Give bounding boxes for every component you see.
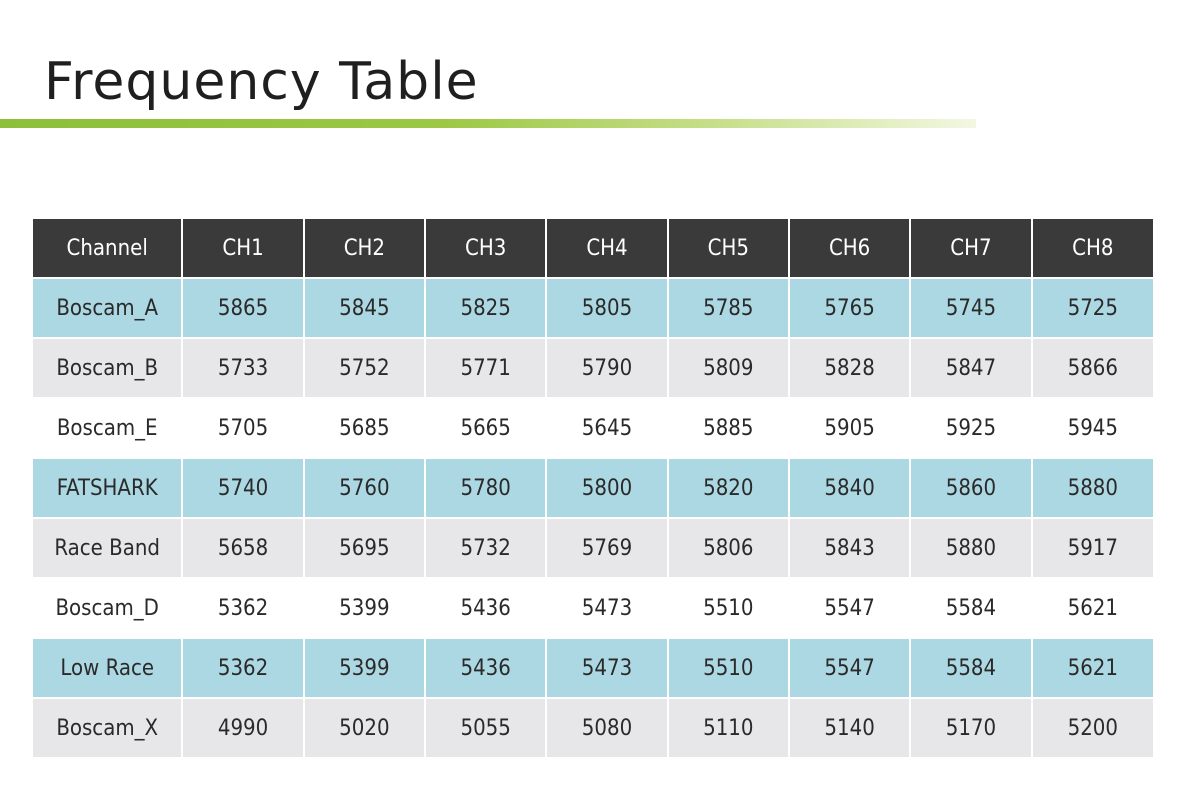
frequency-cell-ch2: 5695 xyxy=(303,518,427,579)
header-ch2: CH2 xyxy=(303,219,427,279)
header-ch3: CH3 xyxy=(425,219,548,279)
band-name-cell: Boscam_A xyxy=(33,278,184,339)
header-ch8: CH8 xyxy=(1031,219,1153,279)
frequency-cell-ch1: 5865 xyxy=(182,278,305,339)
frequency-cell-ch8: 5866 xyxy=(1031,338,1153,399)
frequency-cell-ch6: 5843 xyxy=(788,518,912,579)
frequency-cell-ch2: 5685 xyxy=(303,398,427,459)
frequency-cell-ch1: 5733 xyxy=(182,338,305,399)
frequency-cell-ch5: 5510 xyxy=(667,578,790,639)
frequency-cell-ch8: 5621 xyxy=(1031,578,1153,639)
band-name-cell: FATSHARK xyxy=(33,458,184,519)
frequency-cell-ch3: 5665 xyxy=(425,398,548,459)
frequency-cell-ch5: 5510 xyxy=(667,638,790,699)
frequency-cell-ch5: 5785 xyxy=(667,278,790,339)
frequency-cell-ch4: 5080 xyxy=(546,698,669,759)
band-name-cell: Boscam_X xyxy=(33,698,184,759)
table-row: Boscam_B 5733 5752 5771 5790 5809 5828 5847 5866 xyxy=(33,338,1153,399)
band-name-cell: Race Band xyxy=(33,518,184,579)
frequency-cell-ch4: 5645 xyxy=(546,398,669,459)
frequency-cell-ch3: 5825 xyxy=(425,278,548,339)
table-body: Boscam_A 5865 5845 5825 5805 5785 5765 5745 5725… xyxy=(33,278,1153,759)
frequency-cell-ch7: 5584 xyxy=(910,638,1033,699)
frequency-cell-ch1: 5740 xyxy=(182,458,305,519)
frequency-cell-ch1: 5362 xyxy=(182,638,305,699)
frequency-cell-ch6: 5765 xyxy=(788,278,912,339)
frequency-cell-ch7: 5925 xyxy=(910,398,1033,459)
frequency-table: Channel CH1 CH2 CH3 CH4 CH5 CH6 CH7 CH8 … xyxy=(33,219,1153,759)
frequency-cell-ch8: 5917 xyxy=(1031,518,1153,579)
frequency-cell-ch3: 5436 xyxy=(425,638,548,699)
frequency-cell-ch5: 5820 xyxy=(667,458,790,519)
frequency-cell-ch4: 5790 xyxy=(546,338,669,399)
frequency-cell-ch4: 5805 xyxy=(546,278,669,339)
frequency-cell-ch7: 5584 xyxy=(910,578,1033,639)
frequency-cell-ch6: 5547 xyxy=(788,638,912,699)
frequency-cell-ch1: 5658 xyxy=(182,518,305,579)
frequency-cell-ch4: 5800 xyxy=(546,458,669,519)
header-ch7: CH7 xyxy=(910,219,1033,279)
frequency-cell-ch7: 5170 xyxy=(910,698,1033,759)
frequency-cell-ch7: 5860 xyxy=(910,458,1033,519)
table-row: Boscam_X 4990 5020 5055 5080 5110 5140 5170 5200 xyxy=(33,698,1153,759)
header-channel: Channel xyxy=(33,219,184,279)
table-row: Low Race 5362 5399 5436 5473 5510 5547 5584 5621 xyxy=(33,638,1153,699)
frequency-cell-ch4: 5769 xyxy=(546,518,669,579)
frequency-cell-ch3: 5055 xyxy=(425,698,548,759)
header-ch4: CH4 xyxy=(546,219,669,279)
frequency-cell-ch8: 5621 xyxy=(1031,638,1153,699)
header-ch6: CH6 xyxy=(788,219,912,279)
header-ch1: CH1 xyxy=(182,219,305,279)
frequency-cell-ch3: 5780 xyxy=(425,458,548,519)
frequency-cell-ch2: 5760 xyxy=(303,458,427,519)
frequency-cell-ch4: 5473 xyxy=(546,578,669,639)
frequency-cell-ch2: 5399 xyxy=(303,638,427,699)
band-name-cell: Boscam_D xyxy=(33,578,184,639)
frequency-cell-ch5: 5809 xyxy=(667,338,790,399)
frequency-cell-ch6: 5140 xyxy=(788,698,912,759)
frequency-cell-ch2: 5845 xyxy=(303,278,427,339)
table-row: Race Band 5658 5695 5732 5769 5806 5843 5880 591… xyxy=(33,518,1153,579)
frequency-cell-ch6: 5828 xyxy=(788,338,912,399)
page-title: Frequency Table xyxy=(44,52,479,112)
frequency-cell-ch8: 5945 xyxy=(1031,398,1153,459)
frequency-cell-ch2: 5399 xyxy=(303,578,427,639)
frequency-cell-ch5: 5110 xyxy=(667,698,790,759)
frequency-cell-ch3: 5732 xyxy=(425,518,548,579)
frequency-cell-ch6: 5840 xyxy=(788,458,912,519)
frequency-cell-ch6: 5547 xyxy=(788,578,912,639)
frequency-cell-ch7: 5880 xyxy=(910,518,1033,579)
frequency-cell-ch5: 5885 xyxy=(667,398,790,459)
table-row: Boscam_D 5362 5399 5436 5473 5510 5547 5584 5621 xyxy=(33,578,1153,639)
header-ch5: CH5 xyxy=(667,219,790,279)
frequency-cell-ch5: 5806 xyxy=(667,518,790,579)
band-name-cell: Low Race xyxy=(33,638,184,699)
frequency-cell-ch2: 5752 xyxy=(303,338,427,399)
table-header-row: Channel CH1 CH2 CH3 CH4 CH5 CH6 CH7 CH8 xyxy=(33,219,1153,279)
frequency-cell-ch1: 5362 xyxy=(182,578,305,639)
frequency-cell-ch1: 5705 xyxy=(182,398,305,459)
frequency-cell-ch1: 4990 xyxy=(182,698,305,759)
band-name-cell: Boscam_B xyxy=(33,338,184,399)
frequency-cell-ch3: 5771 xyxy=(425,338,548,399)
frequency-cell-ch3: 5436 xyxy=(425,578,548,639)
frequency-cell-ch8: 5880 xyxy=(1031,458,1153,519)
frequency-cell-ch8: 5725 xyxy=(1031,278,1153,339)
frequency-cell-ch7: 5847 xyxy=(910,338,1033,399)
frequency-cell-ch4: 5473 xyxy=(546,638,669,699)
frequency-cell-ch6: 5905 xyxy=(788,398,912,459)
table-row: FATSHARK 5740 5760 5780 5800 5820 5840 5860 5880 xyxy=(33,458,1153,519)
frequency-cell-ch7: 5745 xyxy=(910,278,1033,339)
frequency-cell-ch2: 5020 xyxy=(303,698,427,759)
frequency-cell-ch8: 5200 xyxy=(1031,698,1153,759)
title-underline xyxy=(0,119,976,128)
table-row: Boscam_E 5705 5685 5665 5645 5885 5905 5925 5945 xyxy=(33,398,1153,459)
table-row: Boscam_A 5865 5845 5825 5805 5785 5765 5745 5725 xyxy=(33,278,1153,339)
band-name-cell: Boscam_E xyxy=(33,398,184,459)
